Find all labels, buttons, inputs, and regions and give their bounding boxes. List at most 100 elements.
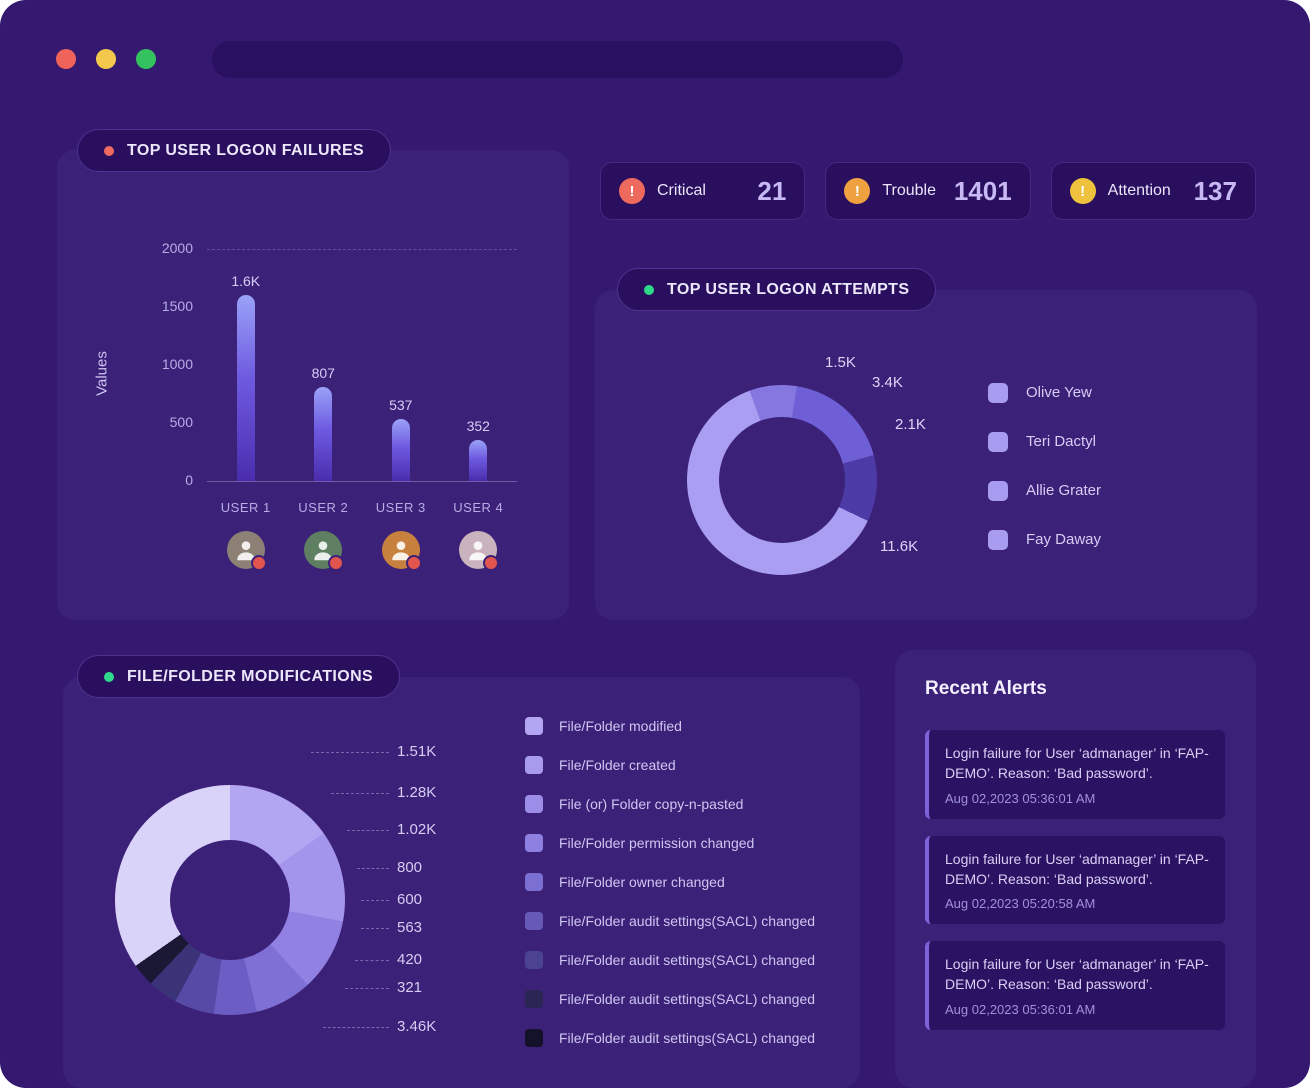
legend-label: File/Folder created	[559, 756, 676, 773]
legend-swatch	[525, 1028, 543, 1047]
maximize-window-button[interactable]	[136, 49, 156, 69]
alert-message: Login failure for User ‘admanager’ in ‘F…	[945, 745, 1209, 782]
avatar-cell	[285, 531, 363, 571]
bar[interactable]	[236, 295, 255, 481]
green-status-dot-icon	[104, 671, 114, 682]
leader-line	[331, 793, 389, 794]
bar-column: 537	[362, 249, 440, 481]
bar-column: 1.6K	[207, 249, 285, 481]
legend-label: Teri Dactyl	[1026, 433, 1097, 450]
legend-swatch	[988, 382, 1008, 403]
person-icon	[237, 541, 255, 561]
alert-timestamp: Aug 02,2023 05:20:58 AM	[945, 896, 1096, 912]
donut-value-label: 420	[397, 951, 423, 968]
alert-exclamation-icon: !	[619, 178, 645, 204]
legend-label: File/Folder audit settings(SACL) changed	[559, 951, 816, 968]
legend-item[interactable]: File/Folder owner changed	[525, 862, 815, 901]
stat-label: Trouble	[882, 182, 936, 199]
leader-line	[311, 752, 389, 753]
donut-hole	[170, 840, 290, 960]
logon-failures-bar-chart: 1.6K 807 537 352	[207, 249, 517, 482]
alert-item[interactable]: Login failure for User ‘admanager’ in ‘F…	[925, 941, 1225, 1030]
legend-swatch	[525, 872, 543, 891]
donut-value-label: 321	[397, 979, 423, 996]
card-title-text: TOP USER LOGON ATTEMPTS	[667, 280, 910, 298]
donut-value-label: 3.46K	[397, 1018, 437, 1035]
legend-item[interactable]: File/Folder audit settings(SACL) changed	[525, 1018, 815, 1057]
legend-swatch	[525, 833, 543, 852]
leader-line	[357, 868, 389, 869]
legend-item[interactable]: Teri Dactyl	[988, 417, 1101, 466]
y-axis-tick: 2000	[161, 240, 193, 256]
user-avatars	[207, 531, 518, 571]
legend-swatch	[525, 716, 543, 735]
bar-value-label: 1.6K	[231, 273, 261, 289]
bar-column: 807	[285, 249, 363, 481]
card-title-logon-attempts: TOP USER LOGON ATTEMPTS	[617, 268, 937, 311]
leader-line	[355, 960, 389, 961]
leader-line	[361, 900, 389, 901]
stat-pill-trouble[interactable]: ! Trouble 1401	[825, 162, 1031, 220]
donut-value-label: 3.4K	[872, 374, 903, 391]
bar[interactable]	[314, 387, 333, 481]
leader-line	[361, 928, 389, 929]
bar-column: 352	[440, 249, 518, 481]
alert-timestamp: Aug 02,2023 05:36:01 AM	[945, 1001, 1096, 1017]
red-status-dot-icon	[104, 145, 114, 156]
card-title-file-modifications: FILE/FOLDER MODIFICATIONS	[77, 655, 401, 698]
stat-pill-critical[interactable]: ! Critical 21	[600, 162, 806, 220]
green-status-dot-icon	[644, 284, 654, 295]
address-bar[interactable]	[212, 41, 903, 78]
logon-failures-card: Values 2000 1500 1000 500 0 1.6K 807 537 352 US…	[57, 150, 569, 620]
person-icon	[392, 541, 410, 561]
legend-item[interactable]: File/Folder audit settings(SACL) changed	[525, 979, 815, 1018]
stat-label: Attention	[1107, 182, 1171, 199]
legend-item[interactable]: File/Folder audit settings(SACL) changed	[525, 901, 815, 940]
alert-item[interactable]: Login failure for User ‘admanager’ in ‘F…	[925, 730, 1225, 819]
minimize-window-button[interactable]	[96, 49, 116, 69]
card-title-logon-failures: TOP USER LOGON FAILURES	[77, 129, 392, 172]
leader-line	[347, 830, 389, 831]
x-axis-label: USER 1	[220, 500, 271, 515]
stat-value: 1401	[953, 175, 1012, 206]
stat-pill-attention[interactable]: ! Attention 137	[1050, 162, 1256, 220]
bar-columns: 1.6K 807 537 352	[207, 249, 517, 481]
legend-swatch	[988, 431, 1008, 452]
file-modifications-donut[interactable]	[115, 785, 345, 1015]
stat-value: 21	[757, 175, 787, 206]
legend-label: File/Folder permission changed	[559, 834, 755, 851]
donut-value-label: 800	[397, 859, 423, 876]
alert-item[interactable]: Login failure for User ‘admanager’ in ‘F…	[925, 835, 1225, 925]
recent-alerts-card: Recent Alerts Login failure for User ‘ad…	[895, 650, 1256, 1088]
legend-item[interactable]: File/Folder audit settings(SACL) changed	[525, 940, 815, 979]
file-modifications-legend: File/Folder modified File/Folder created F…	[525, 706, 815, 1057]
legend-item[interactable]: File (or) Folder copy-n-pasted	[525, 784, 815, 823]
logon-attempts-donut[interactable]	[687, 385, 877, 575]
logon-attempts-card: 1.5K 3.4K 2.1K 11.6K Olive Yew Teri Dactyl Al…	[595, 290, 1257, 620]
avatar-cell	[440, 531, 518, 571]
legend-item[interactable]: Allie Grater	[988, 466, 1101, 515]
avatar	[459, 531, 500, 571]
avatar-cell	[207, 531, 285, 571]
gridline	[207, 249, 517, 250]
window-controls	[56, 49, 156, 69]
legend-item[interactable]: Olive Yew	[988, 368, 1101, 417]
stat-value: 137	[1193, 175, 1237, 206]
alert-badge-icon	[483, 555, 500, 571]
legend-item[interactable]: File/Folder created	[525, 745, 815, 784]
legend-swatch	[525, 794, 543, 813]
legend-label: Olive Yew	[1026, 384, 1092, 401]
alert-timestamp: Aug 02,2023 05:36:01 AM	[945, 790, 1096, 806]
legend-item[interactable]: Fay Daway	[988, 515, 1101, 564]
donut-value-label: 2.1K	[895, 416, 926, 433]
x-axis-line	[207, 481, 517, 482]
leader-line	[345, 988, 389, 989]
legend-item[interactable]: File/Folder modified	[525, 706, 815, 745]
donut-value-label: 1.02K	[397, 821, 437, 838]
close-window-button[interactable]	[56, 49, 76, 69]
recent-alerts-title: Recent Alerts	[925, 678, 1047, 699]
legend-item[interactable]: File/Folder permission changed	[525, 823, 815, 862]
bar[interactable]	[391, 419, 410, 481]
legend-swatch	[525, 755, 543, 774]
bar[interactable]	[469, 440, 488, 481]
